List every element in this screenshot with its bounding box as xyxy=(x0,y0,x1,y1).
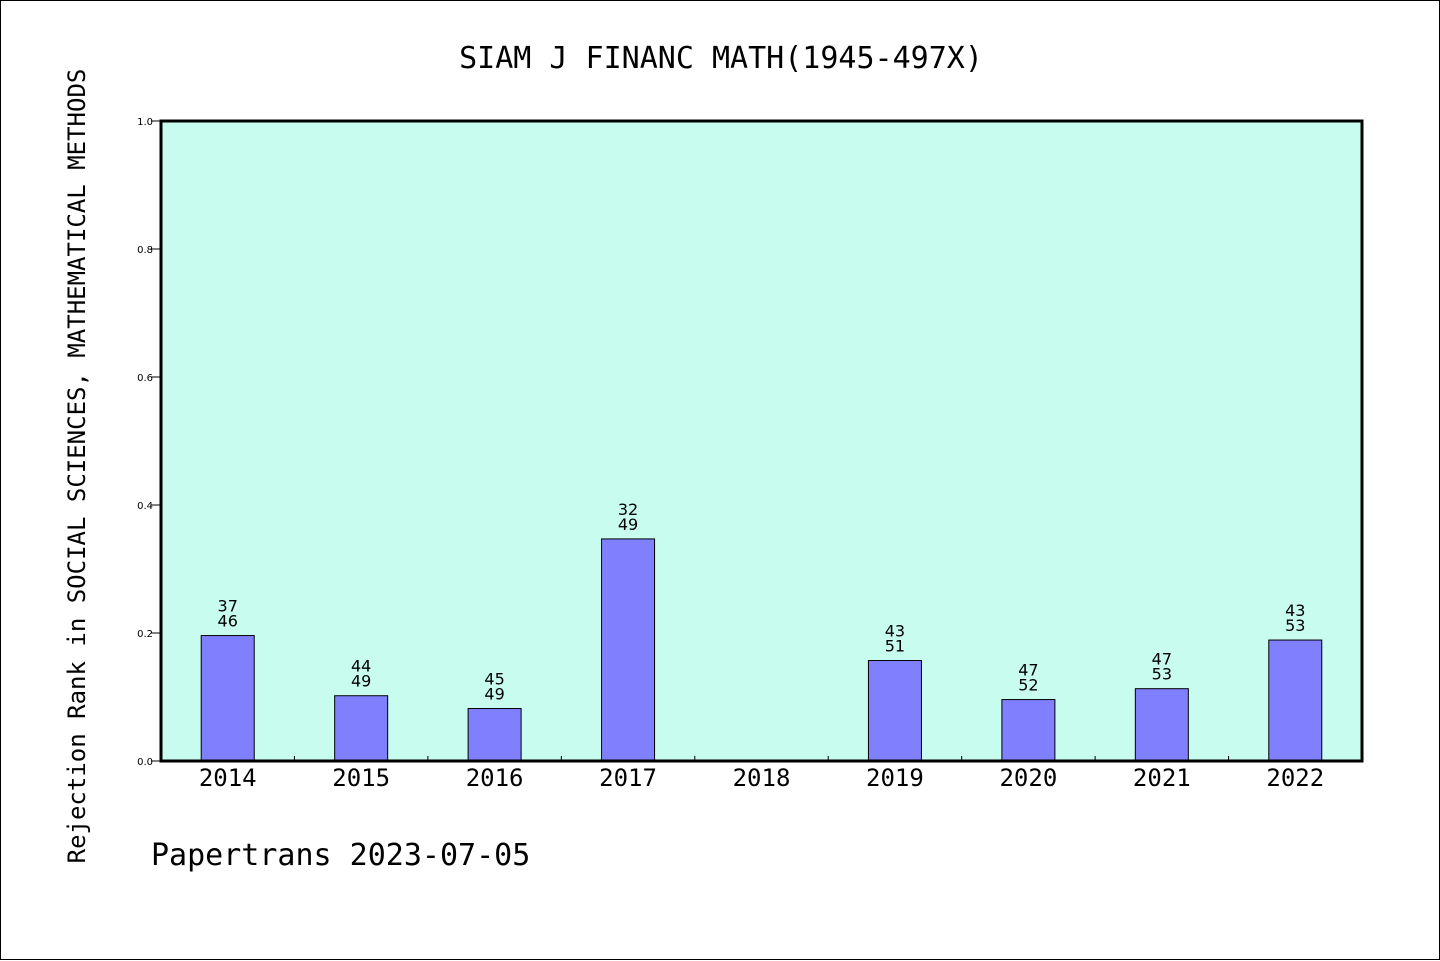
bar-2019 xyxy=(867,660,922,762)
plot-border xyxy=(159,119,1364,763)
bar-2021 xyxy=(1134,688,1189,762)
y-tick-label: 0.0 xyxy=(137,757,153,768)
y-axis-label: Rejection Rank in SOCIAL SCIENCES, MATHE… xyxy=(63,69,91,864)
bar-label-bottom: 49 xyxy=(484,685,504,704)
x-tick-label: 2022 xyxy=(1266,764,1324,792)
y-tick-label: 0.8 xyxy=(137,245,153,256)
bar-label-top: 43 xyxy=(1285,601,1305,620)
bar-2016 xyxy=(467,708,522,762)
bar-label-bottom: 49 xyxy=(618,515,638,534)
bar-label-bottom: 51 xyxy=(885,637,905,656)
x-tick-label: 2015 xyxy=(332,764,390,792)
plot-area xyxy=(161,121,1362,761)
x-tick-label: 2014 xyxy=(199,764,257,792)
x-tick-label: 2019 xyxy=(866,764,924,792)
bar-label-top: 44 xyxy=(351,657,371,676)
bar-label-top: 47 xyxy=(1018,661,1038,680)
y-tick-label: 0.2 xyxy=(137,629,153,640)
bar-2022 xyxy=(1268,639,1323,762)
footer-text: Papertrans 2023-07-05 xyxy=(151,838,530,873)
bar-2015 xyxy=(334,695,389,762)
bar-label-top: 37 xyxy=(218,597,238,616)
bar-label-bottom: 49 xyxy=(351,672,371,691)
x-axis-ticks: 2014 2015 2016 2017 2018 2019 2020 2021 2022 xyxy=(199,756,1324,792)
y-tick-label: 0.6 xyxy=(137,373,153,384)
bar-label-bottom: 52 xyxy=(1018,676,1038,695)
chart-title: SIAM J FINANC MATH(1945-497X) xyxy=(459,41,983,76)
bar-label-bottom: 53 xyxy=(1152,665,1172,684)
bar-label-top: 47 xyxy=(1152,650,1172,669)
bar-2020 xyxy=(1001,699,1056,762)
bar-label-top: 45 xyxy=(484,670,504,689)
bar-label-top: 43 xyxy=(885,622,905,641)
y-tick-label: 0.4 xyxy=(137,501,153,512)
y-tick-label: 1.0 xyxy=(137,117,153,128)
bar-2014 xyxy=(200,635,255,762)
bar-2017 xyxy=(601,538,656,762)
bar-label-bottom: 46 xyxy=(218,612,238,631)
bar-label-top: 32 xyxy=(618,500,638,519)
bars-group xyxy=(200,538,1323,762)
bar-label-bottom: 53 xyxy=(1285,616,1305,635)
x-tick-label: 2021 xyxy=(1133,764,1191,792)
x-tick-label: 2018 xyxy=(733,764,791,792)
x-tick-label: 2016 xyxy=(466,764,524,792)
x-tick-label: 2017 xyxy=(599,764,657,792)
x-tick-label: 2020 xyxy=(999,764,1057,792)
y-axis-ticks: 0.0 0.2 0.4 0.6 0.8 1.0 xyxy=(137,117,161,768)
